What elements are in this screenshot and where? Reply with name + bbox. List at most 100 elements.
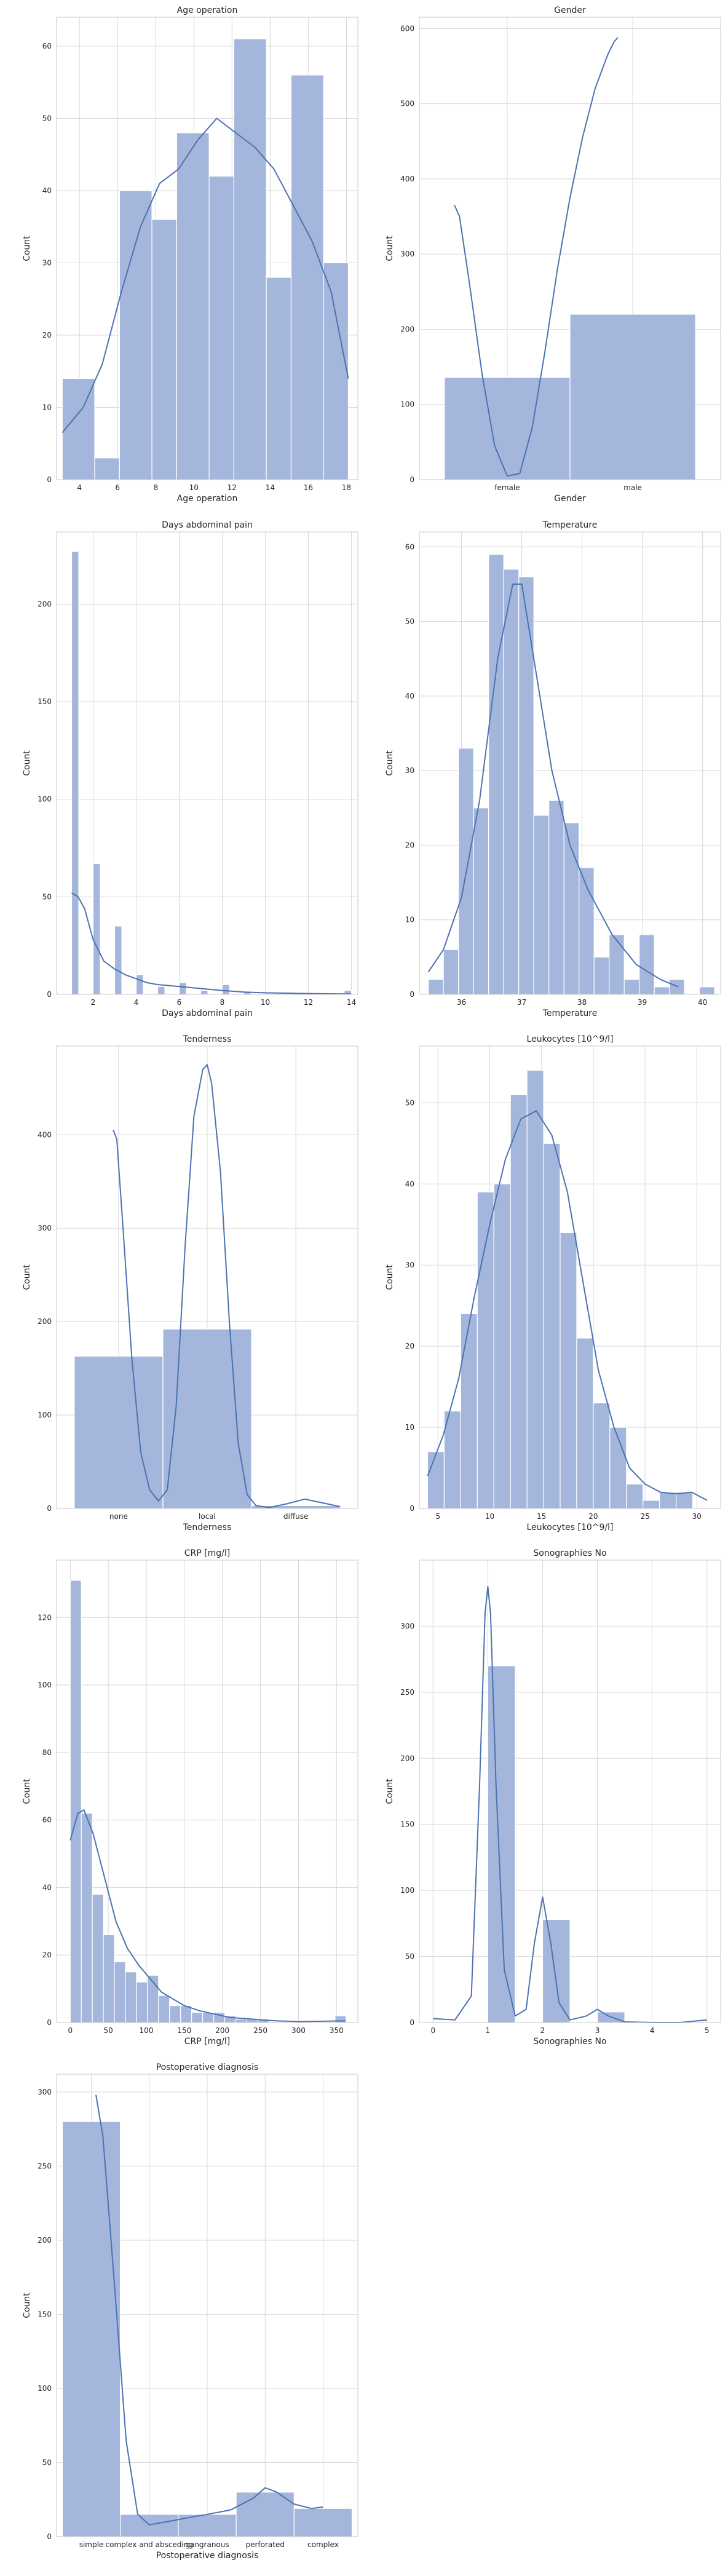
y-tick-label: 0 (47, 2532, 52, 2541)
chart-title: Temperature (542, 520, 598, 530)
plot-frame (56, 1045, 358, 1509)
chart-title: Gender (554, 6, 586, 15)
bar (176, 132, 210, 480)
plot-frame (56, 1559, 358, 2023)
y-tick-label: 50 (405, 1952, 414, 1961)
y-tick-label: 20 (42, 1951, 52, 1959)
bar (74, 1355, 164, 1509)
x-axis-label: Tenderness (183, 1523, 232, 1532)
x-tick-label: 300 (291, 2026, 306, 2035)
y-tick-label: 300 (38, 2088, 52, 2096)
x-tick-label: 37 (517, 998, 526, 1007)
kde-line (454, 37, 619, 477)
x-axis-label: Postoperative diagnosis (156, 2551, 259, 2561)
y-tick-label: 100 (38, 2384, 52, 2393)
x-tick-label: male (623, 483, 642, 492)
kde-line (427, 583, 679, 988)
x-axis-label: Age operation (177, 494, 238, 504)
bar (233, 38, 267, 480)
y-tick-label: 0 (410, 1504, 414, 1513)
x-tick-label: 20 (588, 1512, 598, 1521)
y-tick-label: 150 (400, 1820, 414, 1829)
bar (69, 1580, 82, 2023)
x-tick-label: perforated (245, 2540, 285, 2549)
x-tick-label: complex and absceding (106, 2540, 193, 2549)
kde-line (61, 117, 349, 434)
x-tick-label: local (199, 1512, 216, 1521)
bar (323, 262, 349, 480)
y-tick-label: 250 (38, 2162, 52, 2170)
plot-frame (419, 17, 721, 480)
y-tick-label: 50 (405, 1098, 414, 1107)
y-tick-label: 20 (405, 841, 414, 849)
y-axis-label: Count (385, 1778, 395, 1804)
x-tick-label: simple (79, 2540, 104, 2549)
x-axis-label: CRP [mg/l] (184, 2037, 230, 2047)
kde-line (113, 1064, 341, 1508)
y-tick-label: 40 (42, 1883, 52, 1892)
y-tick-label: 50 (42, 114, 52, 123)
x-tick-label: 0 (68, 2026, 73, 2035)
plot-frame (419, 531, 721, 995)
bar (518, 576, 534, 995)
chart-6: 5 10 15 20 25 30 0 10 20 30 40 50 Leukocytes [10^9/l… (385, 1034, 721, 1532)
bar (493, 1183, 511, 1509)
bar (114, 925, 122, 995)
bar (444, 377, 571, 480)
bar (136, 1981, 148, 2023)
y-tick-label: 400 (38, 1130, 52, 1139)
bar (510, 1094, 528, 1509)
bar (157, 986, 165, 995)
bar (61, 378, 95, 480)
y-tick-label: 100 (400, 1886, 414, 1895)
bar (623, 979, 640, 995)
bar (576, 1338, 594, 1509)
y-tick-label: 30 (405, 766, 414, 775)
bar (81, 1813, 93, 2023)
x-tick-label: 10 (261, 998, 270, 1007)
y-tick-label: 50 (42, 2458, 52, 2467)
x-tick-label: 350 (330, 2026, 344, 2035)
y-axis-label: Count (22, 1264, 32, 1290)
bar (503, 569, 520, 995)
y-tick-label: 500 (400, 100, 414, 108)
bar (579, 867, 595, 995)
bar (180, 2005, 192, 2023)
x-tick-label: 200 (215, 2026, 229, 2035)
bar (654, 986, 670, 995)
bar (94, 458, 120, 480)
y-tick-label: 10 (405, 1423, 414, 1432)
bar (526, 1069, 544, 1509)
chart-3: 2 4 6 8 10 12 14 0 50 100 150 200 Days abdominal pai… (22, 520, 358, 1018)
x-tick-label: 8 (220, 998, 225, 1007)
bar (563, 822, 580, 995)
x-tick-label: 12 (228, 483, 237, 492)
bar (158, 1995, 170, 2023)
x-tick-label: 25 (640, 1512, 649, 1521)
y-tick-label: 200 (38, 2236, 52, 2245)
y-axis-label: Count (22, 1778, 32, 1804)
plot-area (57, 532, 358, 994)
chart-1: 4 6 8 10 12 14 16 18 0 10 20 30 40 50 60 Age operation A… (22, 6, 358, 504)
y-axis-label: Count (22, 236, 32, 261)
x-axis-label: Sonographies No (533, 2037, 606, 2047)
y-tick-label: 40 (405, 1179, 414, 1188)
y-tick-label: 150 (38, 697, 52, 706)
x-tick-label: 150 (177, 2026, 191, 2035)
y-tick-label: 0 (47, 1504, 52, 1513)
bar (178, 982, 187, 995)
bar (443, 949, 459, 995)
y-tick-label: 60 (405, 542, 414, 551)
x-tick-label: 40 (698, 998, 707, 1007)
plot-frame (419, 1559, 721, 2023)
kde-line (433, 1586, 707, 2023)
x-tick-label: gangranous (185, 2540, 229, 2549)
y-tick-label: 0 (47, 2018, 52, 2027)
x-tick-label: 5 (705, 2026, 710, 2035)
bar (639, 934, 655, 995)
y-tick-label: 100 (38, 1681, 52, 1689)
kde-line (69, 1809, 346, 2023)
chart-title: Sonographies No (533, 1548, 606, 1558)
